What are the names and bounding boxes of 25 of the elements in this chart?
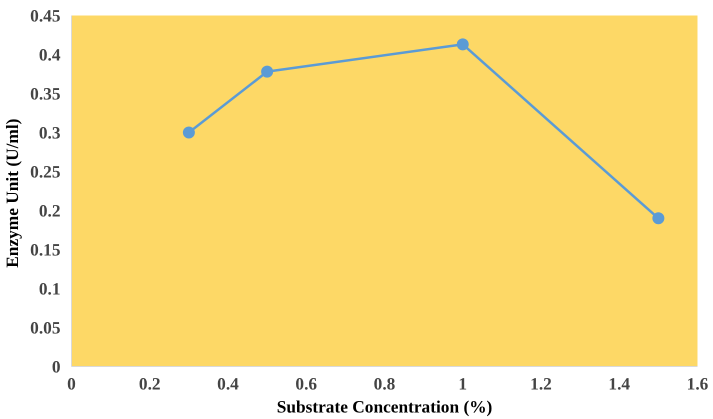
x-tick-label: 1.4 bbox=[608, 374, 630, 394]
x-tick-label: 0 bbox=[67, 374, 76, 394]
y-tick-label: 0.35 bbox=[30, 84, 61, 104]
y-axis-title: Enzyme Unit (U/ml) bbox=[3, 118, 22, 268]
y-tick-label: 0.05 bbox=[30, 318, 61, 338]
x-tick-label: 0.4 bbox=[217, 374, 240, 394]
y-tick-label: 0.45 bbox=[30, 6, 61, 26]
x-tick-label: 1 bbox=[458, 374, 468, 394]
y-tick-label: 0.25 bbox=[30, 162, 61, 182]
x-tick-label: 0.6 bbox=[295, 374, 318, 394]
x-axis-title: Substrate Concentration (%) bbox=[276, 398, 493, 416]
y-tick-label: 0.4 bbox=[38, 46, 61, 64]
x-tick-label: 1.6 bbox=[686, 374, 709, 394]
point bbox=[261, 66, 274, 78]
point bbox=[652, 212, 664, 224]
y-tick-label: 0.1 bbox=[38, 280, 61, 298]
y-tick-label: 0.2 bbox=[38, 202, 61, 220]
y-tick-label: 0 bbox=[52, 358, 61, 376]
x-tick-label: 1.2 bbox=[530, 374, 552, 394]
point bbox=[182, 126, 195, 138]
x-tick-label: 0.8 bbox=[374, 374, 396, 394]
y-tick-label: 0.15 bbox=[30, 240, 61, 260]
y-tick-label: 0.3 bbox=[38, 124, 61, 142]
point bbox=[456, 38, 469, 50]
x-tick-label: 0.2 bbox=[138, 374, 161, 394]
